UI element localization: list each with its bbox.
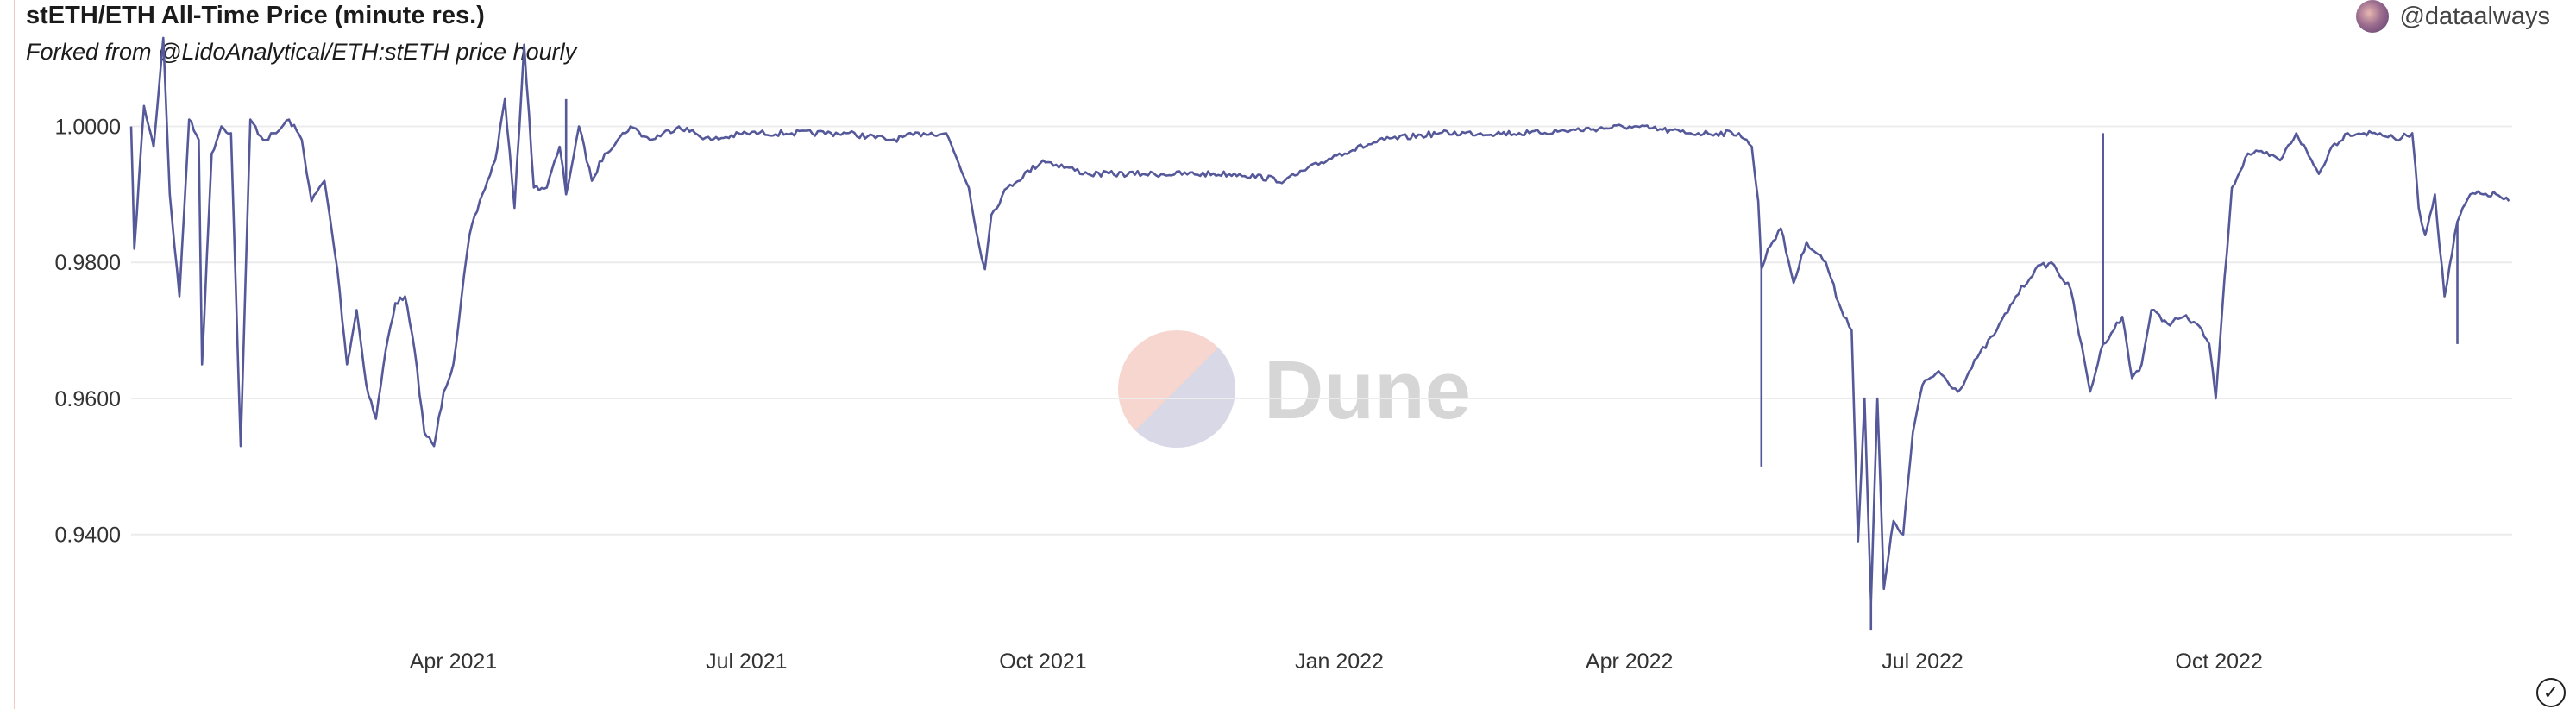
x-tick-label: Apr 2021 — [410, 649, 497, 674]
username[interactable]: @dataalways — [2399, 2, 2550, 30]
x-tick-label: Oct 2021 — [999, 649, 1086, 674]
watermark-text: Dune — [1264, 344, 1471, 436]
y-tick-label: 0.9600 — [55, 387, 121, 411]
grid — [131, 125, 2512, 536]
x-tick-label: Oct 2022 — [2175, 649, 2262, 674]
chart-title: stETH/ETH All-Time Price (minute res.) — [26, 2, 485, 29]
x-tick-label: Jul 2022 — [1882, 649, 1963, 674]
x-tick-label: Apr 2022 — [1586, 649, 1673, 674]
x-axis: Apr 2021 Jul 2021 Oct 2021 Jan 2022 Apr 2022… — [410, 649, 2263, 674]
avatar[interactable] — [2356, 0, 2390, 33]
y-tick-label: 1.0000 — [55, 115, 121, 139]
user-badge[interactable]: @dataalways — [2356, 0, 2550, 33]
chart-card — [14, 0, 2567, 709]
series-line — [129, 36, 2510, 604]
x-tick-label: Jan 2022 — [1295, 649, 1384, 674]
chart-subtitle: Forked from @LidoAnalytical/ETH:stETH pr… — [26, 39, 577, 65]
y-axis: 0.9400 0.9600 0.9800 1.0000 — [55, 115, 121, 547]
series-layer — [129, 36, 2510, 631]
y-tick-label: 0.9400 — [55, 524, 121, 548]
dune-logo-icon — [1118, 330, 1235, 448]
x-tick-label: Jul 2021 — [706, 649, 788, 674]
y-tick-label: 0.9800 — [55, 251, 121, 275]
check-circle-icon[interactable]: ✓ — [2536, 678, 2566, 707]
watermark: Dune — [1118, 330, 1471, 448]
